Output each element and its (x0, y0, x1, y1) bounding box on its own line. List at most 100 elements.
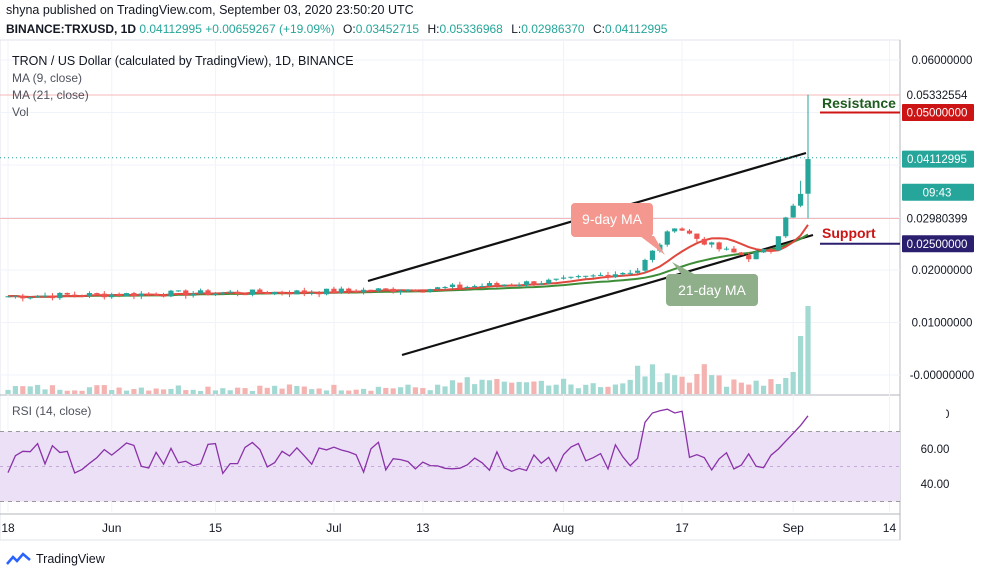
volume-bar (701, 364, 707, 394)
volume-bar (798, 336, 804, 394)
candle-body (383, 288, 389, 290)
price-label-box (902, 86, 974, 104)
volume-bar (427, 390, 433, 394)
volume-bar (523, 382, 530, 394)
volume-bar (138, 387, 144, 394)
overlay-lines (0, 94, 900, 357)
volume-bar (627, 379, 633, 394)
candle-body (516, 284, 522, 286)
candle-body (494, 283, 500, 285)
candle-body (138, 293, 144, 297)
candle-body (220, 292, 226, 294)
volume-bar (686, 382, 693, 394)
volume-bar (94, 385, 100, 394)
time-tick-label: Aug (553, 521, 574, 535)
candle-body (123, 293, 130, 296)
volume-bar (212, 390, 218, 394)
volume-bar (294, 385, 300, 394)
time-tick-label: 13 (416, 521, 430, 535)
candle-body (190, 293, 196, 296)
ma21-callout-box (666, 274, 758, 306)
candle-body (27, 297, 33, 299)
candle-body (35, 296, 41, 298)
volume-bar (716, 375, 722, 394)
volume-bar (353, 389, 359, 394)
candles (5, 94, 811, 302)
price-label-text: 0.05332554 (907, 90, 968, 102)
ma9-callout-pointer (640, 236, 665, 255)
volume-bar (805, 306, 811, 394)
candle-body (798, 193, 804, 206)
candle-body (686, 230, 693, 234)
volume-bar (442, 386, 448, 394)
candle-body (272, 292, 278, 295)
candle-body (64, 292, 70, 295)
candle-body (760, 249, 767, 253)
time-tick-label: 18 (1, 521, 15, 535)
time-tick-label: 14 (883, 521, 897, 535)
candle-body (5, 296, 11, 298)
volume-bar (642, 376, 648, 394)
candle-body (42, 295, 48, 297)
ma21-legend: MA (21, close) (12, 88, 89, 102)
volume-bar (494, 378, 500, 394)
published-line: shyna published on TradingView.com, Sept… (6, 3, 414, 17)
candle-body (672, 228, 678, 232)
volume-bar (760, 385, 767, 394)
price-axis: 80.0060.0040.000.060000000.020000000.010… (902, 55, 974, 491)
volume-bar (405, 384, 411, 394)
volume-bar (486, 380, 493, 394)
chart-legend: TRON / US Dollar (calculated by TradingV… (12, 53, 354, 121)
volume-bar (346, 390, 352, 394)
candle-body (183, 290, 189, 296)
candle-body (146, 293, 152, 295)
rsi-line (7, 408, 809, 475)
volume-bar (390, 388, 396, 394)
volume-bar (709, 375, 715, 394)
candle-body (679, 228, 685, 231)
price-label-box (902, 150, 974, 168)
ma21-callout-label: 21-day MA (678, 282, 746, 298)
volume-bar (398, 387, 404, 394)
rsi-tick-label: 60.00 (921, 444, 950, 456)
candle-body (227, 291, 233, 293)
candle-body (198, 290, 204, 294)
candle-body (590, 275, 596, 277)
price-tick-label: -0.00000000 (910, 370, 975, 382)
volume-bar (79, 390, 85, 394)
candle-body (405, 289, 411, 292)
volume-bar (338, 390, 344, 394)
candle-body (612, 274, 618, 278)
candle-body (20, 295, 26, 299)
volume-bar (272, 385, 278, 394)
candle-body (264, 292, 270, 295)
candle-body (701, 238, 707, 245)
high-label: H: (427, 22, 440, 36)
volume-bar (309, 389, 315, 394)
candle-body (316, 292, 322, 295)
volume-bar (183, 390, 189, 394)
candle-body (464, 286, 470, 289)
volume-bar (664, 373, 670, 394)
volume-bar (49, 385, 56, 394)
candle-body (694, 233, 700, 239)
tradingview-brand[interactable]: TradingView (6, 552, 105, 566)
candle-body (168, 290, 174, 297)
symbol-ohlc-line: BINANCE:TRXUSD, 1D 0.04112995 +0.0065926… (6, 22, 667, 36)
candle-body (435, 287, 441, 290)
volume-bar (553, 384, 559, 394)
volume-bar (153, 388, 159, 394)
volume-bar (516, 381, 522, 394)
volume-bar (72, 390, 78, 394)
high-value: 0.05336968 (439, 22, 503, 36)
volume-bar (605, 386, 611, 394)
candle-body (709, 242, 715, 245)
volume-bar (175, 385, 181, 394)
candle-body (723, 248, 730, 250)
resistance-label: Resistance (822, 95, 896, 111)
volume-bar (672, 375, 678, 394)
candle-body (175, 290, 181, 292)
volume-bar (420, 388, 426, 394)
lower-channel-line (401, 233, 814, 357)
